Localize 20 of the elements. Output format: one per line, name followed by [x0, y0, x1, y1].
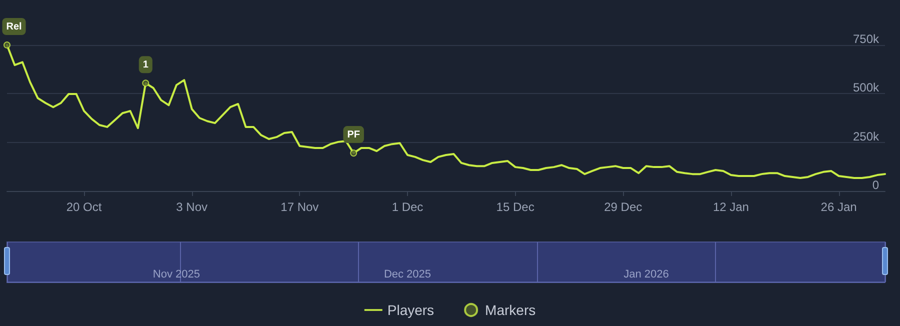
annotation: Rel: [6, 22, 22, 32]
y-tick-label: 0: [872, 178, 880, 192]
annotation: 1: [142, 60, 149, 71]
y-tick-label: 500k: [852, 80, 880, 95]
x-tick-label: 1 Dec: [392, 200, 424, 214]
x-tick-label: 17 Nov: [280, 200, 319, 214]
legend-label: Players: [387, 302, 434, 318]
x-tick-label: 15 Dec: [496, 200, 534, 214]
annotation: PF: [347, 130, 360, 141]
x-tick-label: 29 Dec: [604, 200, 642, 214]
x2-tick-label: Dec 2025: [384, 268, 432, 280]
x-tick-label: 12 Jan: [712, 200, 749, 214]
x-tick-label: 20 Oct: [66, 200, 102, 214]
y-tick-label: 250k: [852, 129, 880, 144]
x2-tick-label: Jan 2026: [624, 268, 669, 280]
legend-label: Markers: [485, 302, 536, 318]
x2-tick-label: Nov 2025: [152, 268, 200, 280]
x-tick-label: 26 Jan: [820, 200, 857, 214]
x-tick-label: 3 Nov: [176, 200, 208, 214]
y-tick-label: 750k: [852, 32, 880, 46]
